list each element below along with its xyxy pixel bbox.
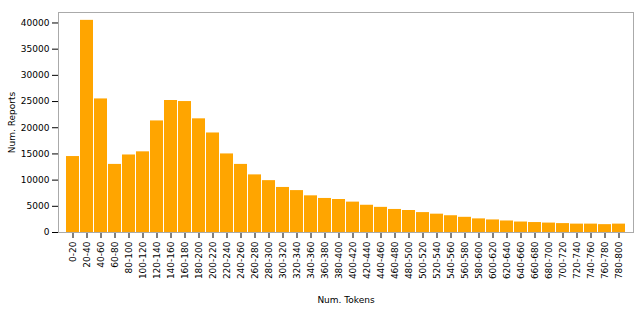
svg-text:20000: 20000 [21, 123, 50, 133]
svg-text:760-780: 760-780 [600, 241, 610, 279]
svg-text:200-220: 200-220 [208, 241, 218, 279]
svg-text:660-680: 660-680 [530, 241, 540, 279]
svg-text:10000: 10000 [21, 175, 50, 185]
svg-text:40000: 40000 [21, 18, 50, 28]
svg-text:180-200: 180-200 [194, 241, 204, 279]
svg-text:320-340: 320-340 [292, 241, 302, 279]
svg-text:160-180: 160-180 [180, 241, 190, 279]
svg-text:5000: 5000 [27, 201, 50, 211]
svg-text:540-560: 540-560 [446, 241, 456, 279]
svg-text:0: 0 [44, 227, 50, 237]
svg-text:40-60: 40-60 [96, 241, 106, 267]
svg-text:340-360: 340-360 [306, 241, 316, 279]
svg-text:700-720: 700-720 [558, 241, 568, 279]
svg-text:260-280: 260-280 [250, 241, 260, 279]
svg-text:100-120: 100-120 [138, 241, 148, 279]
svg-text:500-520: 500-520 [418, 241, 428, 279]
svg-text:120-140: 120-140 [152, 241, 162, 279]
svg-text:300-320: 300-320 [278, 241, 288, 279]
svg-text:20-40: 20-40 [82, 241, 92, 267]
svg-text:220-240: 220-240 [222, 241, 232, 279]
svg-text:640-660: 640-660 [516, 241, 526, 279]
svg-text:460-480: 460-480 [390, 241, 400, 279]
svg-text:400-420: 400-420 [348, 241, 358, 279]
svg-text:620-640: 620-640 [502, 241, 512, 279]
svg-text:680-700: 680-700 [544, 241, 554, 279]
svg-text:480-500: 480-500 [404, 241, 414, 279]
svg-text:25000: 25000 [21, 96, 50, 106]
svg-text:Num. Tokens: Num. Tokens [317, 295, 375, 305]
svg-text:440-460: 440-460 [376, 241, 386, 279]
svg-text:380-400: 380-400 [334, 241, 344, 279]
svg-text:35000: 35000 [21, 44, 50, 54]
svg-text:140-160: 140-160 [166, 241, 176, 279]
svg-text:740-760: 740-760 [586, 241, 596, 279]
svg-text:600-620: 600-620 [488, 241, 498, 279]
svg-text:15000: 15000 [21, 149, 50, 159]
svg-text:60-80: 60-80 [110, 241, 120, 267]
svg-text:580-600: 580-600 [474, 241, 484, 279]
svg-text:560-580: 560-580 [460, 241, 470, 279]
svg-text:520-540: 520-540 [432, 241, 442, 279]
svg-text:420-440: 420-440 [362, 241, 372, 279]
svg-text:80-100: 80-100 [124, 241, 134, 273]
svg-text:240-260: 240-260 [236, 241, 246, 279]
svg-text:720-740: 720-740 [572, 241, 582, 279]
svg-text:Num. Reports: Num. Reports [7, 91, 17, 153]
svg-text:0-20: 0-20 [68, 241, 78, 262]
svg-text:360-380: 360-380 [320, 241, 330, 279]
svg-text:780-800: 780-800 [614, 241, 624, 279]
svg-text:30000: 30000 [21, 70, 50, 80]
svg-text:280-300: 280-300 [264, 241, 274, 279]
